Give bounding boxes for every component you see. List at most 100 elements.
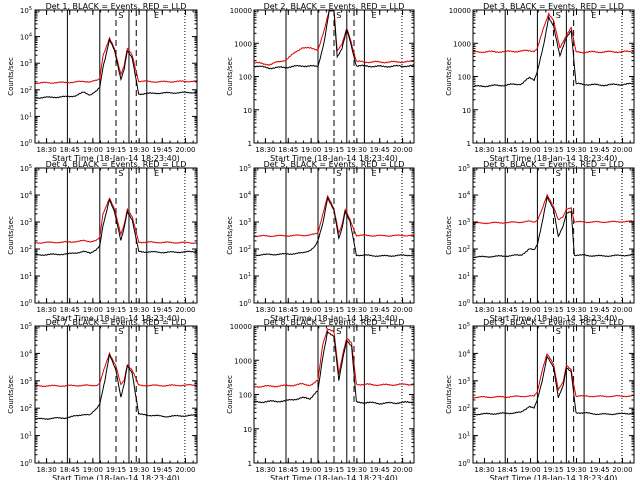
- y-tick-label: 105: [458, 164, 470, 173]
- x-tick-label: 18:45: [278, 466, 298, 474]
- y-axis-label: Counts/sec: [7, 57, 15, 96]
- series-events: [34, 198, 198, 257]
- panel-title: Det 3, BLACK = Events, RED = LLD: [483, 2, 624, 11]
- y-tick-label: 102: [458, 404, 470, 413]
- interval-marker-end: E: [371, 327, 376, 336]
- x-axis-label: Start Time (18-Jan-14 18:23:40): [52, 474, 180, 480]
- x-tick-label: 19:00: [520, 306, 540, 314]
- y-tick-label: 1: [248, 140, 252, 148]
- x-tick-label: 19:30: [129, 306, 149, 314]
- y-tick-label: 105: [239, 164, 251, 173]
- x-tick-label: 19:00: [83, 466, 103, 474]
- y-tick-label: 103: [458, 218, 470, 227]
- x-tick-label: 18:45: [497, 146, 517, 154]
- series-events: [34, 37, 198, 99]
- x-tick-label: 20:00: [175, 466, 195, 474]
- y-tick-label: 105: [20, 6, 32, 15]
- y-axis-label: Counts/sec: [226, 57, 234, 96]
- y-tick-label: 100: [239, 299, 251, 308]
- x-tick-label: 18:45: [278, 306, 298, 314]
- x-tick-label: 20:00: [392, 466, 412, 474]
- y-tick-label: 1000: [234, 357, 252, 365]
- x-tick-label: 19:30: [347, 146, 367, 154]
- x-tick-label: 19:30: [129, 146, 149, 154]
- x-tick-label: 20:00: [612, 306, 632, 314]
- series-lld: [472, 352, 635, 399]
- y-tick-label: 1000: [234, 40, 252, 48]
- interval-marker-start: S: [336, 327, 341, 336]
- x-tick-label: 18:30: [474, 306, 494, 314]
- x-tick-label: 19:45: [152, 146, 172, 154]
- y-tick-label: 104: [458, 349, 470, 358]
- y-tick-label: 10000: [230, 7, 252, 15]
- y-tick-label: 104: [20, 191, 32, 200]
- y-axis-label: Counts/sec: [7, 216, 15, 255]
- x-tick-label: 19:30: [566, 466, 586, 474]
- y-tick-label: 100: [20, 459, 32, 468]
- x-axis-label: Start Time (18-Jan-14 18:23:40): [490, 154, 618, 163]
- x-tick-label: 19:00: [83, 146, 103, 154]
- y-axis-label: Counts/sec: [445, 57, 453, 96]
- y-tick-label: 101: [458, 272, 470, 281]
- x-tick-label: 18:30: [474, 466, 494, 474]
- interval-marker-end: E: [154, 11, 159, 20]
- y-tick-label: 103: [20, 377, 32, 386]
- x-tick-label: 18:30: [255, 466, 275, 474]
- x-tick-label: 19:45: [589, 146, 609, 154]
- y-tick-label: 10000: [230, 323, 252, 331]
- interval-marker-start: S: [336, 11, 341, 20]
- x-tick-label: 19:15: [106, 146, 126, 154]
- y-tick-label: 10: [243, 426, 252, 434]
- y-tick-label: 103: [239, 218, 251, 227]
- y-tick-label: 100: [20, 299, 32, 308]
- x-tick-label: 19:30: [566, 306, 586, 314]
- x-tick-label: 19:15: [106, 306, 126, 314]
- x-tick-label: 19:15: [324, 466, 344, 474]
- panel-title: Det 5, BLACK = Events, RED = LLD: [264, 160, 405, 169]
- x-axis-label: Start Time (18-Jan-14 18:23:40): [270, 314, 398, 323]
- x-tick-label: 19:45: [370, 146, 390, 154]
- x-tick-label: 19:00: [301, 146, 321, 154]
- x-tick-label: 19:15: [324, 306, 344, 314]
- interval-marker-start: S: [556, 11, 561, 20]
- x-tick-label: 20:00: [175, 146, 195, 154]
- x-tick-label: 19:15: [543, 306, 563, 314]
- series-lld: [34, 351, 198, 388]
- y-tick-label: 100: [239, 74, 252, 82]
- y-tick-label: 100: [239, 392, 252, 400]
- x-tick-label: 18:30: [474, 146, 494, 154]
- y-axis-label: Counts/sec: [226, 216, 234, 255]
- x-tick-label: 19:00: [520, 466, 540, 474]
- x-tick-label: 19:45: [370, 306, 390, 314]
- series-lld: [472, 11, 635, 54]
- x-tick-label: 18:45: [60, 466, 80, 474]
- y-tick-label: 10: [462, 107, 471, 115]
- x-tick-label: 19:15: [543, 466, 563, 474]
- y-tick-label: 102: [20, 245, 32, 254]
- panel-title: Det 6, BLACK = Events, RED = LLD: [483, 160, 624, 169]
- series-lld: [472, 193, 634, 225]
- y-axis-label: Counts/sec: [226, 375, 234, 414]
- x-tick-label: 20:00: [612, 466, 632, 474]
- x-tick-label: 19:45: [152, 466, 172, 474]
- x-tick-label: 19:30: [347, 466, 367, 474]
- x-tick-label: 19:30: [347, 306, 367, 314]
- y-tick-label: 104: [20, 349, 32, 358]
- y-tick-label: 103: [20, 59, 32, 68]
- y-tick-label: 102: [239, 245, 251, 254]
- interval-marker-start: S: [556, 327, 561, 336]
- series-events: [34, 353, 198, 420]
- x-tick-label: 18:45: [497, 466, 517, 474]
- interval-marker-end: E: [154, 169, 159, 178]
- x-tick-label: 18:30: [255, 306, 275, 314]
- x-tick-label: 19:00: [83, 306, 103, 314]
- x-tick-label: 20:00: [392, 146, 412, 154]
- x-axis-label: Start Time (18-Jan-14 18:23:40): [490, 474, 618, 480]
- x-tick-label: 19:30: [129, 466, 149, 474]
